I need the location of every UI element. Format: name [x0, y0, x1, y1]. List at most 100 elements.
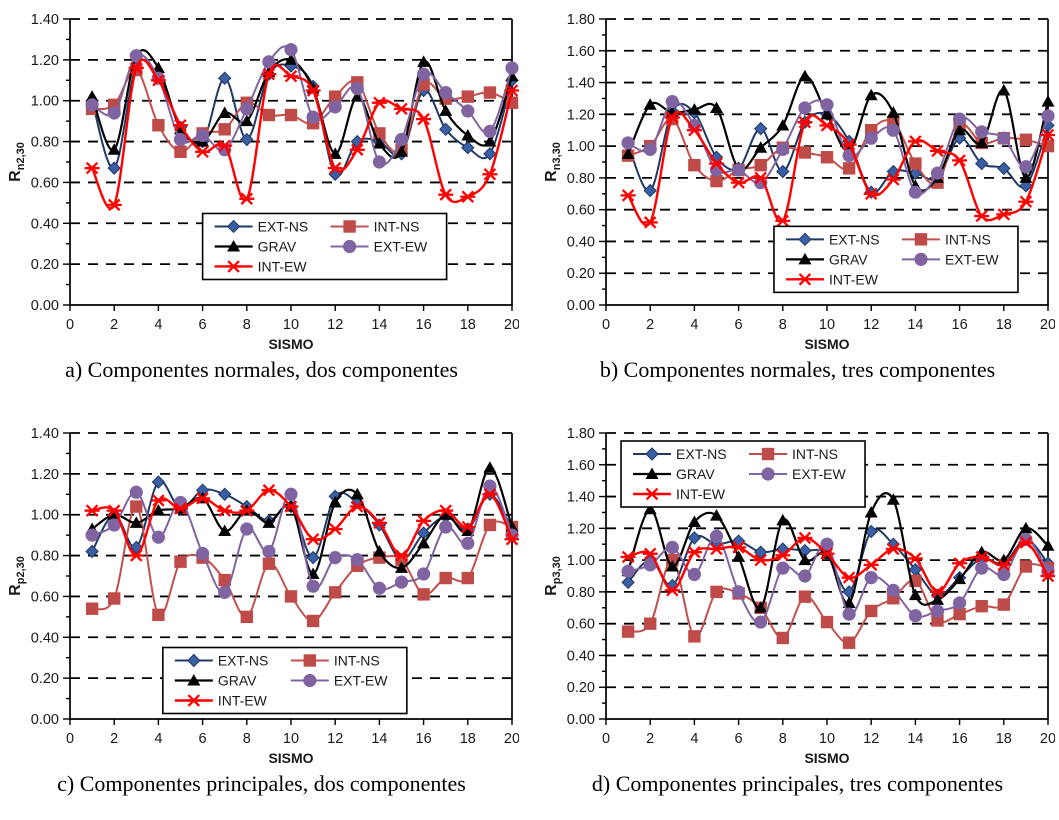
circle-marker [914, 252, 928, 266]
circle-marker [754, 615, 768, 629]
square-marker [262, 557, 276, 570]
triangle-marker [1019, 521, 1033, 534]
asterisk-marker [996, 558, 1012, 572]
square-marker [931, 614, 944, 627]
asterisk-marker [996, 208, 1012, 221]
diamond-marker [217, 487, 232, 501]
triangle-marker [395, 145, 408, 157]
svg-text:18: 18 [460, 731, 476, 747]
asterisk-marker [952, 557, 968, 570]
series-int-ns [621, 553, 1055, 649]
svg-text:1.40: 1.40 [31, 426, 59, 442]
circle-marker [687, 118, 701, 133]
circle-marker [262, 544, 276, 559]
svg-text:4: 4 [690, 731, 698, 747]
svg-text:6: 6 [735, 317, 743, 333]
legend: EXT-NS INT-NS GRAV EXT-EW INT-EW [773, 225, 1019, 294]
asterisk-marker [261, 483, 277, 497]
legend-item-int-ns: INT-NS [330, 218, 419, 234]
circle-marker [997, 131, 1011, 145]
legend-item-ext-ns: EXT-NS [633, 446, 727, 462]
circle-marker [439, 520, 453, 534]
svg-text:0.60: 0.60 [567, 203, 595, 219]
asterisk-marker [863, 558, 879, 572]
svg-text:20: 20 [1040, 317, 1055, 333]
diamond-marker [974, 156, 989, 171]
circle-marker [930, 166, 945, 180]
asterisk-marker [686, 545, 702, 559]
asterisk-marker [150, 494, 166, 507]
asterisk-marker [819, 119, 835, 132]
triangle-marker [262, 516, 276, 528]
square-marker [820, 615, 834, 629]
axes [63, 432, 513, 725]
circle-marker [240, 102, 254, 116]
square-marker [306, 614, 320, 628]
triangle-marker [776, 513, 790, 526]
square-marker [621, 625, 635, 638]
svg-text:0.80: 0.80 [31, 135, 59, 151]
svg-text:14: 14 [907, 317, 923, 333]
triangle-marker [621, 147, 635, 160]
diamond-marker [753, 545, 768, 559]
svg-text:1.00: 1.00 [567, 553, 595, 569]
series-ext-ew [85, 479, 519, 599]
square-marker [483, 86, 497, 99]
square-marker [688, 630, 701, 643]
legend-item-int-ew: INT-EW [174, 693, 268, 709]
svg-text:1.00: 1.00 [31, 94, 59, 110]
triangle-marker [483, 461, 497, 473]
square-marker [108, 592, 121, 605]
legend-item-ext-ns: EXT-NS [174, 653, 268, 669]
circle-marker [394, 575, 409, 589]
square-marker [329, 90, 342, 103]
asterisk-marker [106, 504, 122, 517]
circle-marker [732, 163, 746, 177]
circle-marker [505, 61, 519, 75]
diamond-marker [438, 122, 453, 137]
x-axis-label: SISMO [804, 336, 849, 351]
circle-marker [461, 536, 475, 550]
svg-text:14: 14 [371, 317, 387, 333]
triangle-marker [129, 516, 143, 528]
asterisk-marker [709, 542, 724, 556]
asterisk-marker [1018, 536, 1034, 549]
svg-text:10: 10 [819, 317, 835, 333]
svg-text:2: 2 [646, 317, 654, 333]
circle-marker [85, 528, 99, 542]
svg-text:1.80: 1.80 [567, 426, 595, 442]
y-axis-label: Rn3,30 [543, 142, 563, 182]
asterisk-marker [974, 209, 990, 223]
legend-item-int-ns: INT-NS [901, 231, 991, 247]
chart-b-figure: 0.00 0.20 0.40 0.60 0.80 1.00 1.20 1.40 1.60 1.80… [540, 6, 1055, 383]
legend-label: GRAV [218, 673, 257, 689]
square-marker [483, 518, 497, 532]
x-axis-label: SISMO [268, 750, 313, 765]
triangle-marker [1019, 171, 1033, 183]
circle-marker [306, 110, 320, 124]
square-marker [865, 604, 878, 618]
diamond-marker [483, 147, 497, 161]
asterisk-marker [84, 504, 100, 517]
triangle-marker [284, 53, 298, 65]
asterisk-marker [974, 550, 990, 564]
asterisk-marker [930, 144, 945, 158]
diamond-marker [226, 219, 241, 234]
legend-label: INT-NS [792, 446, 838, 462]
svg-text:20: 20 [504, 731, 519, 747]
circle-marker [975, 125, 989, 139]
triangle-marker [687, 515, 701, 527]
asterisk-marker [664, 111, 680, 124]
square-marker [776, 631, 789, 645]
x-tick-labels: 0 2 4 6 8 10 12 14 16 18 20 [66, 731, 519, 747]
diamond-marker [107, 161, 121, 175]
legend-item-int-ew: INT-EW [633, 486, 726, 502]
triangle-marker [461, 524, 475, 537]
diamond-marker [240, 132, 254, 147]
svg-text:20: 20 [1040, 731, 1055, 747]
asterisk-marker [841, 571, 857, 584]
square-marker [710, 585, 723, 599]
y-axis-label: Rn2,30 [7, 142, 27, 182]
square-marker [417, 588, 430, 601]
asterisk-marker [460, 190, 476, 203]
